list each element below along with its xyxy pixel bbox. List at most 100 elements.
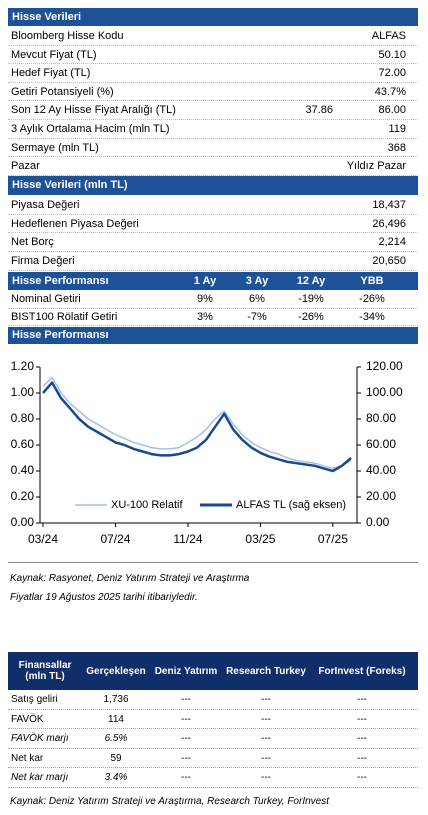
row-label: Hedeflenen Piyasa Değeri [11,217,139,230]
row-line [8,710,418,730]
section-header: Hisse Performansı [8,272,418,290]
y2-tick-label: 80.00 [366,411,396,425]
y-tick-label: 1.00 [11,385,35,399]
x-tick-label: 07/25 [318,532,348,546]
row-value: --- [357,733,367,745]
row-value: --- [181,772,191,784]
row-label: Sermaye (mln TL) [11,141,99,154]
row-line [8,46,418,65]
chart-header: Hisse Performansı [8,327,418,344]
row-line [8,27,418,46]
row-line [8,139,418,158]
row-label: Son 12 Ay Hisse Fiyat Aralığı (TL) [11,104,176,117]
row-value: 9% [197,293,213,305]
row-value: --- [357,752,367,764]
row-value: --- [357,713,367,725]
row-line [8,690,418,710]
row-line [8,768,418,788]
row-label: Satış geliri [11,694,58,705]
section-header: Hisse Verileri (mln TL) [8,176,418,195]
row-value: --- [357,694,367,705]
row-label: 3 Aylık Ortalama Hacim (mln TL) [11,123,170,135]
row-label: Piyasa Değeri [11,199,80,211]
row-value: --- [261,772,271,784]
row-value: --- [357,772,367,784]
series-line [42,381,352,473]
chart: 0.00 0.20 0.40 0.60 0.80 1.00 1.20 0.00 20.00 40.… [11,359,403,546]
row-value: 3.4% [104,772,128,784]
row-value: 43.7% [374,85,406,98]
column-header: Deniz Yatırım [154,665,218,677]
row-line [8,729,418,749]
source-note: Kaynak: Deniz Yatırım Strateji ve Araştı… [10,796,329,807]
section-header: Hisse Verileri [8,8,418,26]
y-tick-label: 0.60 [11,437,35,451]
row-line [8,83,418,102]
y2-tick-label: 20.00 [366,489,396,503]
y-tick-label: 0.20 [11,489,35,503]
row-label: FAVÖK marjı [11,733,69,745]
row-value: --- [181,694,191,705]
row-label: Net Borç [11,236,54,249]
row-value: 37.86 [305,104,333,117]
y-tick-label: 0.00 [11,515,35,529]
row-line [8,196,418,215]
column-header: 3 Ay [245,275,269,287]
row-value: --- [261,733,271,745]
row-label: Hedef Fiyat (TL) [11,67,91,80]
row-value: 59 [110,752,122,764]
y2-tick-label: 0.00 [366,515,390,529]
row-value: 3% [197,310,213,323]
row-label: Net kar [11,752,44,764]
row-label: BIST100 Rölatif Getiri [11,310,118,323]
divider [8,562,418,563]
x-tick-label: 03/24 [28,532,58,546]
row-label: Firma Değeri [11,255,75,268]
row-line [8,309,418,326]
row-line [8,120,418,139]
row-value: 114 [108,713,124,725]
row-value: --- [261,752,271,764]
row-line [8,252,418,271]
column-header: 1 Ay [193,275,217,287]
x-tick-label: 11/24 [173,532,202,546]
row-label: Pazar [11,160,40,173]
row-value: --- [181,713,191,725]
column-header: YBB [360,275,384,287]
row-value: 368 [387,141,406,154]
row-label: Getiri Potansiyeli (%) [11,85,114,98]
column-header: 12 Ay [296,275,326,287]
row-label: Mevcut Fiyat (TL) [11,48,97,61]
column-header: Research Turkey [226,665,306,677]
row-line [8,233,418,253]
x-tick-label: 03/25 [245,532,275,546]
note: Kaynak: Rasyonet, Deniz Yatırım Strateji… [10,573,250,584]
row-value: -19% [298,293,324,305]
row-value: -26% [298,310,324,323]
row-value: ALFAS [371,30,406,42]
column-header: Gerçekleşen [86,665,146,677]
legend-label: ALFAS TL (sağ eksen) [236,499,346,511]
table-header-bg [8,652,418,690]
column-header: Finansallar (mln TL) [18,660,72,682]
row-value: 50.10 [378,48,406,61]
row-value: 26,496 [372,217,406,230]
row-value: --- [181,733,191,745]
legend-label: XU-100 Relatif [111,499,183,511]
row-value: 18,437 [372,199,406,211]
row-value: 72.00 [378,67,406,80]
row-line [8,291,418,309]
y-tick-label: 0.40 [11,463,35,477]
row-label: Bloomberg Hisse Kodu [11,30,124,42]
row-line [8,64,418,83]
row-value: --- [261,694,271,705]
y2-tick-label: 120.00 [366,359,403,373]
row-value: 2,214 [378,236,406,249]
row-value: -26% [359,293,385,305]
series-line [42,376,352,470]
y2-tick-label: 40.00 [366,463,396,477]
row-line [8,215,418,234]
y2-tick-label: 60.00 [366,437,396,451]
row-value: 86.00 [378,104,406,117]
row-value: 6.5% [104,733,128,745]
